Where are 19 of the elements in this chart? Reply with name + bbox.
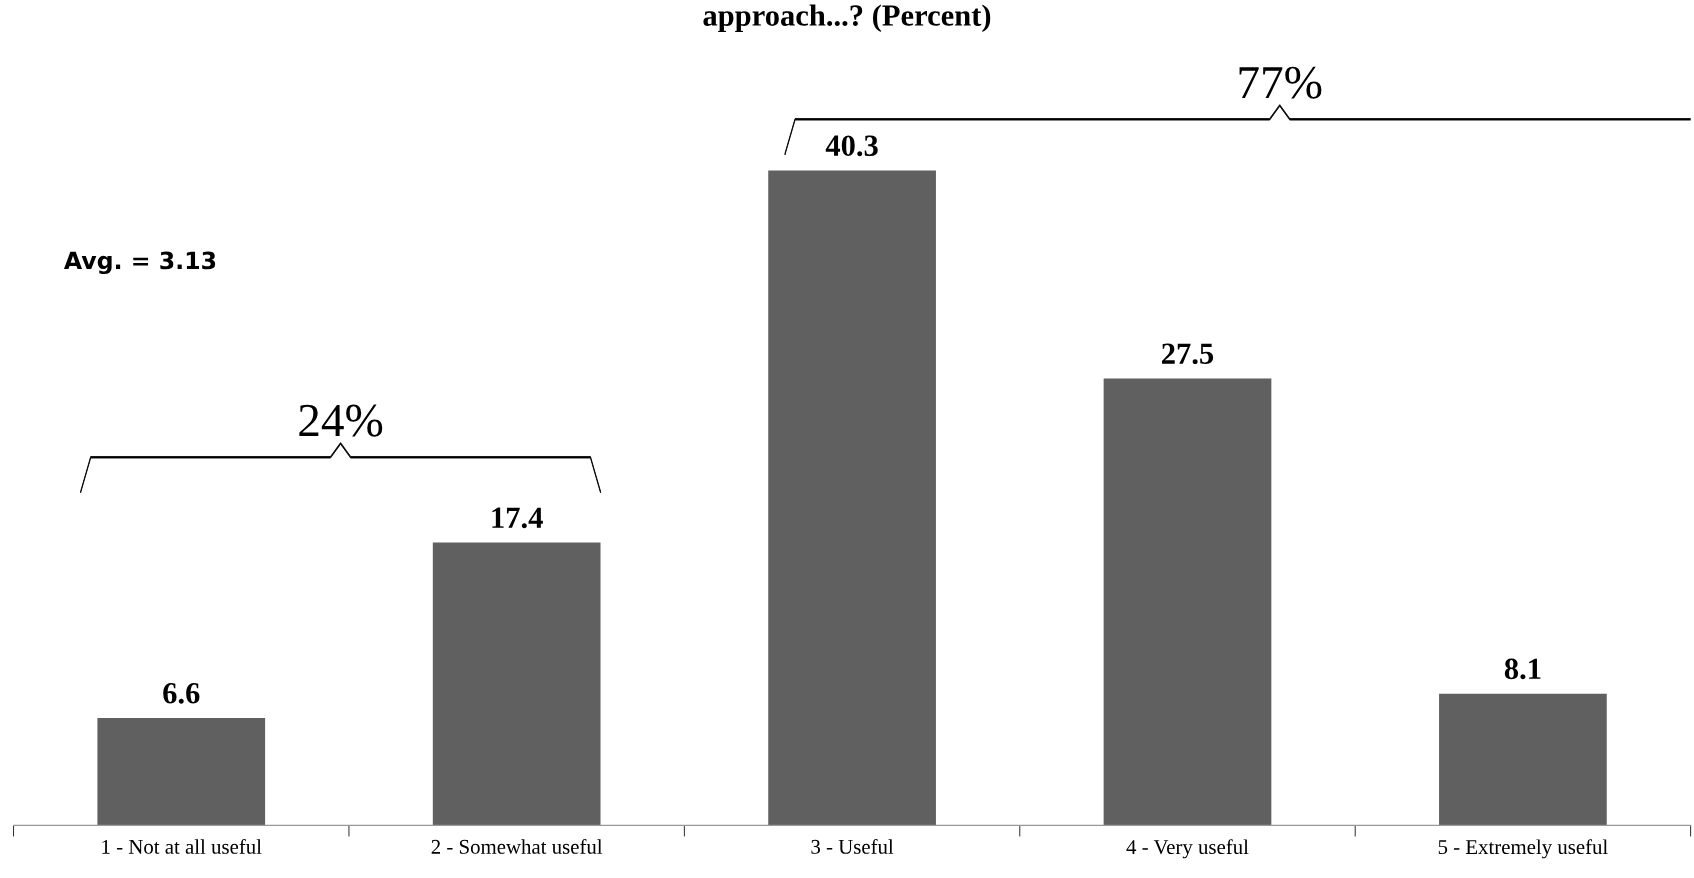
x-tick-label: 2 - Somewhat useful — [431, 839, 603, 854]
chart-title: approach...? (Percent) — [703, 4, 991, 33]
text: 77% — [1239, 66, 1322, 99]
x-tick-label: 1 - Not at all useful — [102, 839, 262, 854]
data-label: 40.3 — [825, 135, 878, 157]
data-label: 27.5 — [1162, 343, 1214, 365]
bar — [768, 170, 936, 826]
x-tick-label: 5 - Extremely useful — [1438, 839, 1608, 859]
annotation: Avg. = 3.13 — [63, 251, 216, 275]
x-tick-label: 3 - Useful — [811, 839, 894, 854]
bar — [1103, 378, 1272, 826]
bar — [432, 542, 601, 826]
annotation: 24% — [299, 404, 383, 437]
bar — [97, 718, 266, 826]
data-label: 17.4 — [492, 507, 543, 529]
x-tick-label: 4 - Very useful — [1126, 839, 1249, 859]
data-label: 8.1 — [1504, 658, 1541, 680]
bar — [1439, 693, 1607, 826]
data-label: 6.6 — [163, 683, 200, 704]
